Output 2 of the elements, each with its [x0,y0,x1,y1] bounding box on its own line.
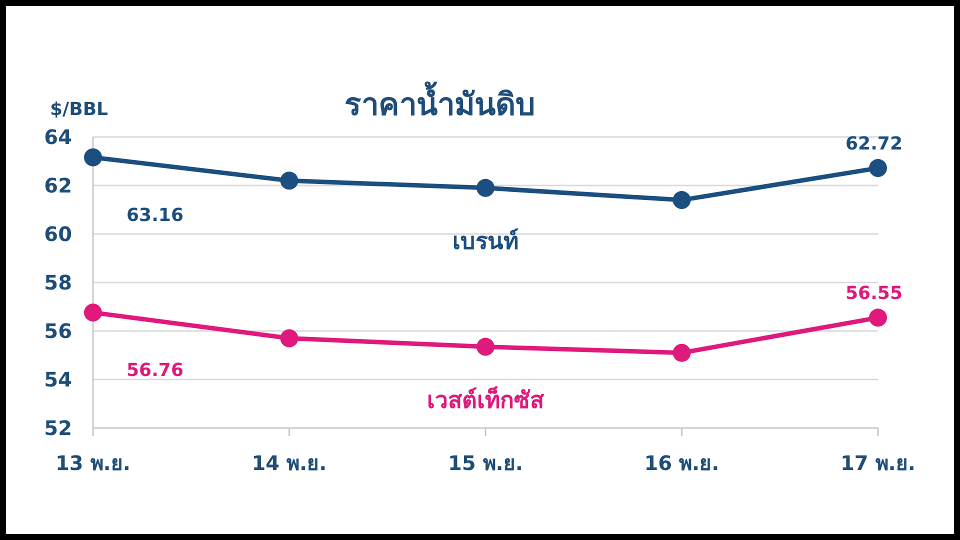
ylabel: $/BBL [50,99,108,120]
title: ราคาน้ำมันดิบ [340,77,540,133]
